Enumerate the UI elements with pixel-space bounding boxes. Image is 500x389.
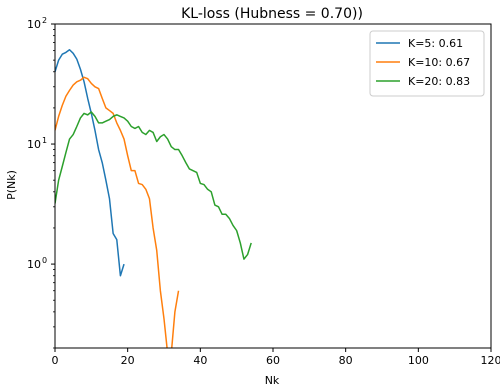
x-tick-label: 120 [481,354,500,367]
series-line-2 [55,76,180,348]
y-axis-label: P(Nk) [5,170,18,200]
legend: K=5: 0.61 K=10: 0.67 K=20: 0.83 [369,30,485,97]
y-tick-label: 10 [27,138,41,151]
legend-entry: K=10: 0.67 [408,56,470,69]
x-axis-label: Nk [265,374,280,387]
series-line-3 [55,111,252,260]
legend-entry: K=5: 0.61 [408,37,463,50]
x-tick-label: 0 [52,354,59,367]
y-tick-label: 10 [27,18,41,31]
series-layer [55,49,252,348]
chart-title: KL-loss (Hubness = 0.70)) [181,6,363,22]
x-tick-label: 80 [339,354,353,367]
x-tick-label: 40 [193,354,207,367]
legend-box [369,30,485,97]
y-tick-exponent: 2 [42,16,47,25]
series-line-1 [55,49,125,277]
y-tick-exponent: 0 [42,256,47,265]
y-tick-label: 10 [27,258,41,271]
x-tick-label: 60 [266,354,280,367]
legend-entry: K=20: 0.83 [408,75,470,88]
x-tick-label: 100 [408,354,429,367]
x-tick-label: 20 [121,354,135,367]
y-tick-exponent: 1 [42,136,47,145]
